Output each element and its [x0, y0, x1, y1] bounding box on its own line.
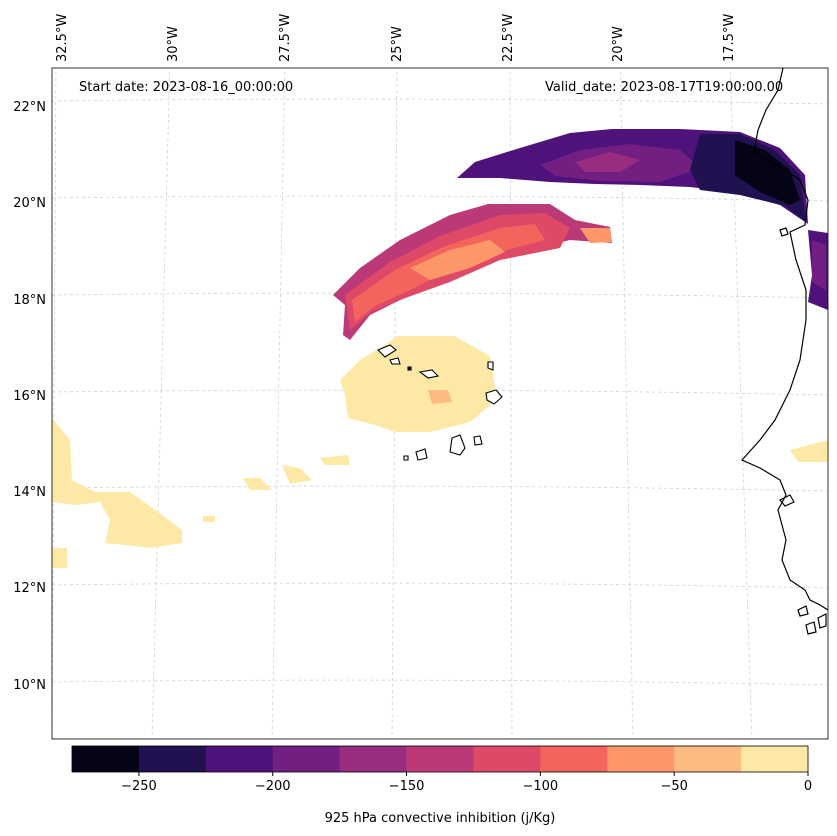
colorbar-tick-label: −100 — [523, 779, 559, 794]
map-frame — [51, 67, 829, 740]
cape-verde-islands — [377, 344, 503, 461]
colorbar-swatch — [339, 746, 408, 772]
colorbar-label: 925 hPa convective inhibition (j/Kg) — [325, 811, 556, 826]
lat-label: 20°N — [13, 196, 46, 211]
cin-band-middle — [333, 204, 612, 340]
colorbar-tick-label: −150 — [389, 779, 425, 794]
lon-label: 17.5°W — [722, 14, 737, 62]
cin-near-zero-patches — [52, 336, 828, 568]
start-date-text: Start date: 2023-08-16_00:00:00 — [79, 80, 293, 95]
graticule — [52, 68, 828, 739]
latitude-labels: 22°N 20°N 18°N 16°N 14°N 12°N 10°N — [13, 100, 46, 693]
lat-label: 18°N — [13, 293, 46, 308]
colorbar-frame — [71, 745, 809, 773]
colorbar-swatch — [607, 746, 675, 772]
colorbar-swatch — [205, 746, 274, 772]
lon-label: 30°W — [166, 26, 181, 62]
colorbar-swatch — [540, 746, 608, 772]
colorbar-swatch — [406, 746, 474, 772]
lon-label: 22.5°W — [501, 14, 516, 62]
valid-date-text: Valid_date: 2023-08-17T19:00:00.00 — [545, 80, 783, 95]
colorbar-swatch — [741, 746, 809, 772]
colorbar-tick-label: −200 — [255, 779, 291, 794]
lat-label: 22°N — [13, 100, 46, 115]
lon-label: 32.5°W — [55, 14, 70, 62]
colorbar-swatch — [674, 746, 742, 772]
colorbar: −250 −200 −150 −100 −50 0 — [71, 745, 812, 794]
colorbar-swatch — [473, 746, 541, 772]
colorbar-swatch — [272, 746, 341, 772]
colorbar-swatch — [72, 746, 140, 772]
lon-label: 25°W — [390, 26, 405, 62]
coastline — [741, 68, 828, 635]
lon-label: 27.5°W — [278, 14, 293, 62]
lon-label: 20°W — [611, 26, 626, 62]
lat-label: 10°N — [13, 678, 46, 693]
longitude-labels: 32.5°W 30°W 27.5°W 25°W 22.5°W 20°W 17.5… — [55, 14, 737, 62]
colorbar-tick-label: 0 — [804, 779, 812, 794]
lat-label: 16°N — [13, 389, 46, 404]
lat-label: 12°N — [13, 581, 46, 596]
colorbar-swatch — [138, 746, 207, 772]
cin-small-patch — [428, 390, 452, 404]
cin-band-north — [457, 129, 828, 310]
colorbar-tick-label: −250 — [121, 779, 157, 794]
colorbar-tick-label: −50 — [660, 779, 687, 794]
lat-label: 14°N — [13, 485, 46, 500]
